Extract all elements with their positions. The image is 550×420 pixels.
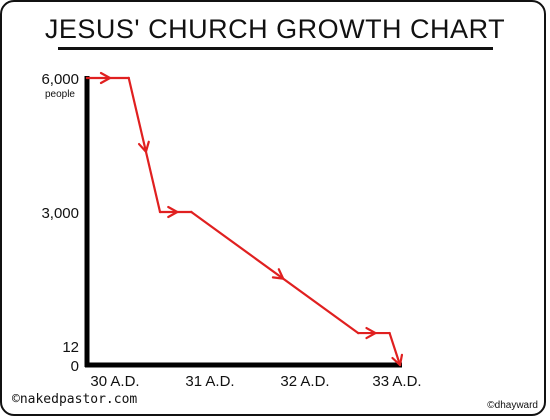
y-tick-label-1: 3,000: [41, 205, 79, 222]
data-point-2: [158, 210, 162, 214]
arrowhead-2: [167, 205, 179, 219]
y-tick-label-3: 0: [71, 358, 79, 375]
y-tick-label-0: 6,000: [41, 71, 79, 88]
arrowhead-4: [365, 326, 377, 340]
x-tick-label-3: 33 A.D.: [372, 373, 421, 390]
artist-credit: ©dhayward: [487, 400, 538, 411]
data-point-1: [127, 76, 130, 80]
title-underline: [58, 47, 493, 50]
site-credit: ©nakedpastor.com: [12, 392, 138, 407]
data-point-3: [190, 210, 193, 214]
arrowhead-5: [391, 353, 404, 367]
data-point-5: [388, 331, 391, 335]
growth-line: [87, 76, 402, 366]
arrowhead-3: [271, 268, 285, 280]
y-tick-label-2: 12: [62, 339, 79, 356]
chart-title: JESUS' CHURCH GROWTH CHART: [44, 14, 506, 44]
x-tick-label-0: 30 A.D.: [90, 373, 139, 390]
data-point-0: [85, 76, 89, 80]
data-point-4: [357, 331, 360, 335]
arrowhead-0: [99, 71, 112, 85]
x-tick-label-2: 32 A.D.: [280, 373, 329, 390]
x-tick-label-1: 31 A.D.: [185, 373, 234, 390]
arrowhead-1: [137, 140, 150, 153]
y-tick-sublabel-0: people: [45, 89, 75, 100]
